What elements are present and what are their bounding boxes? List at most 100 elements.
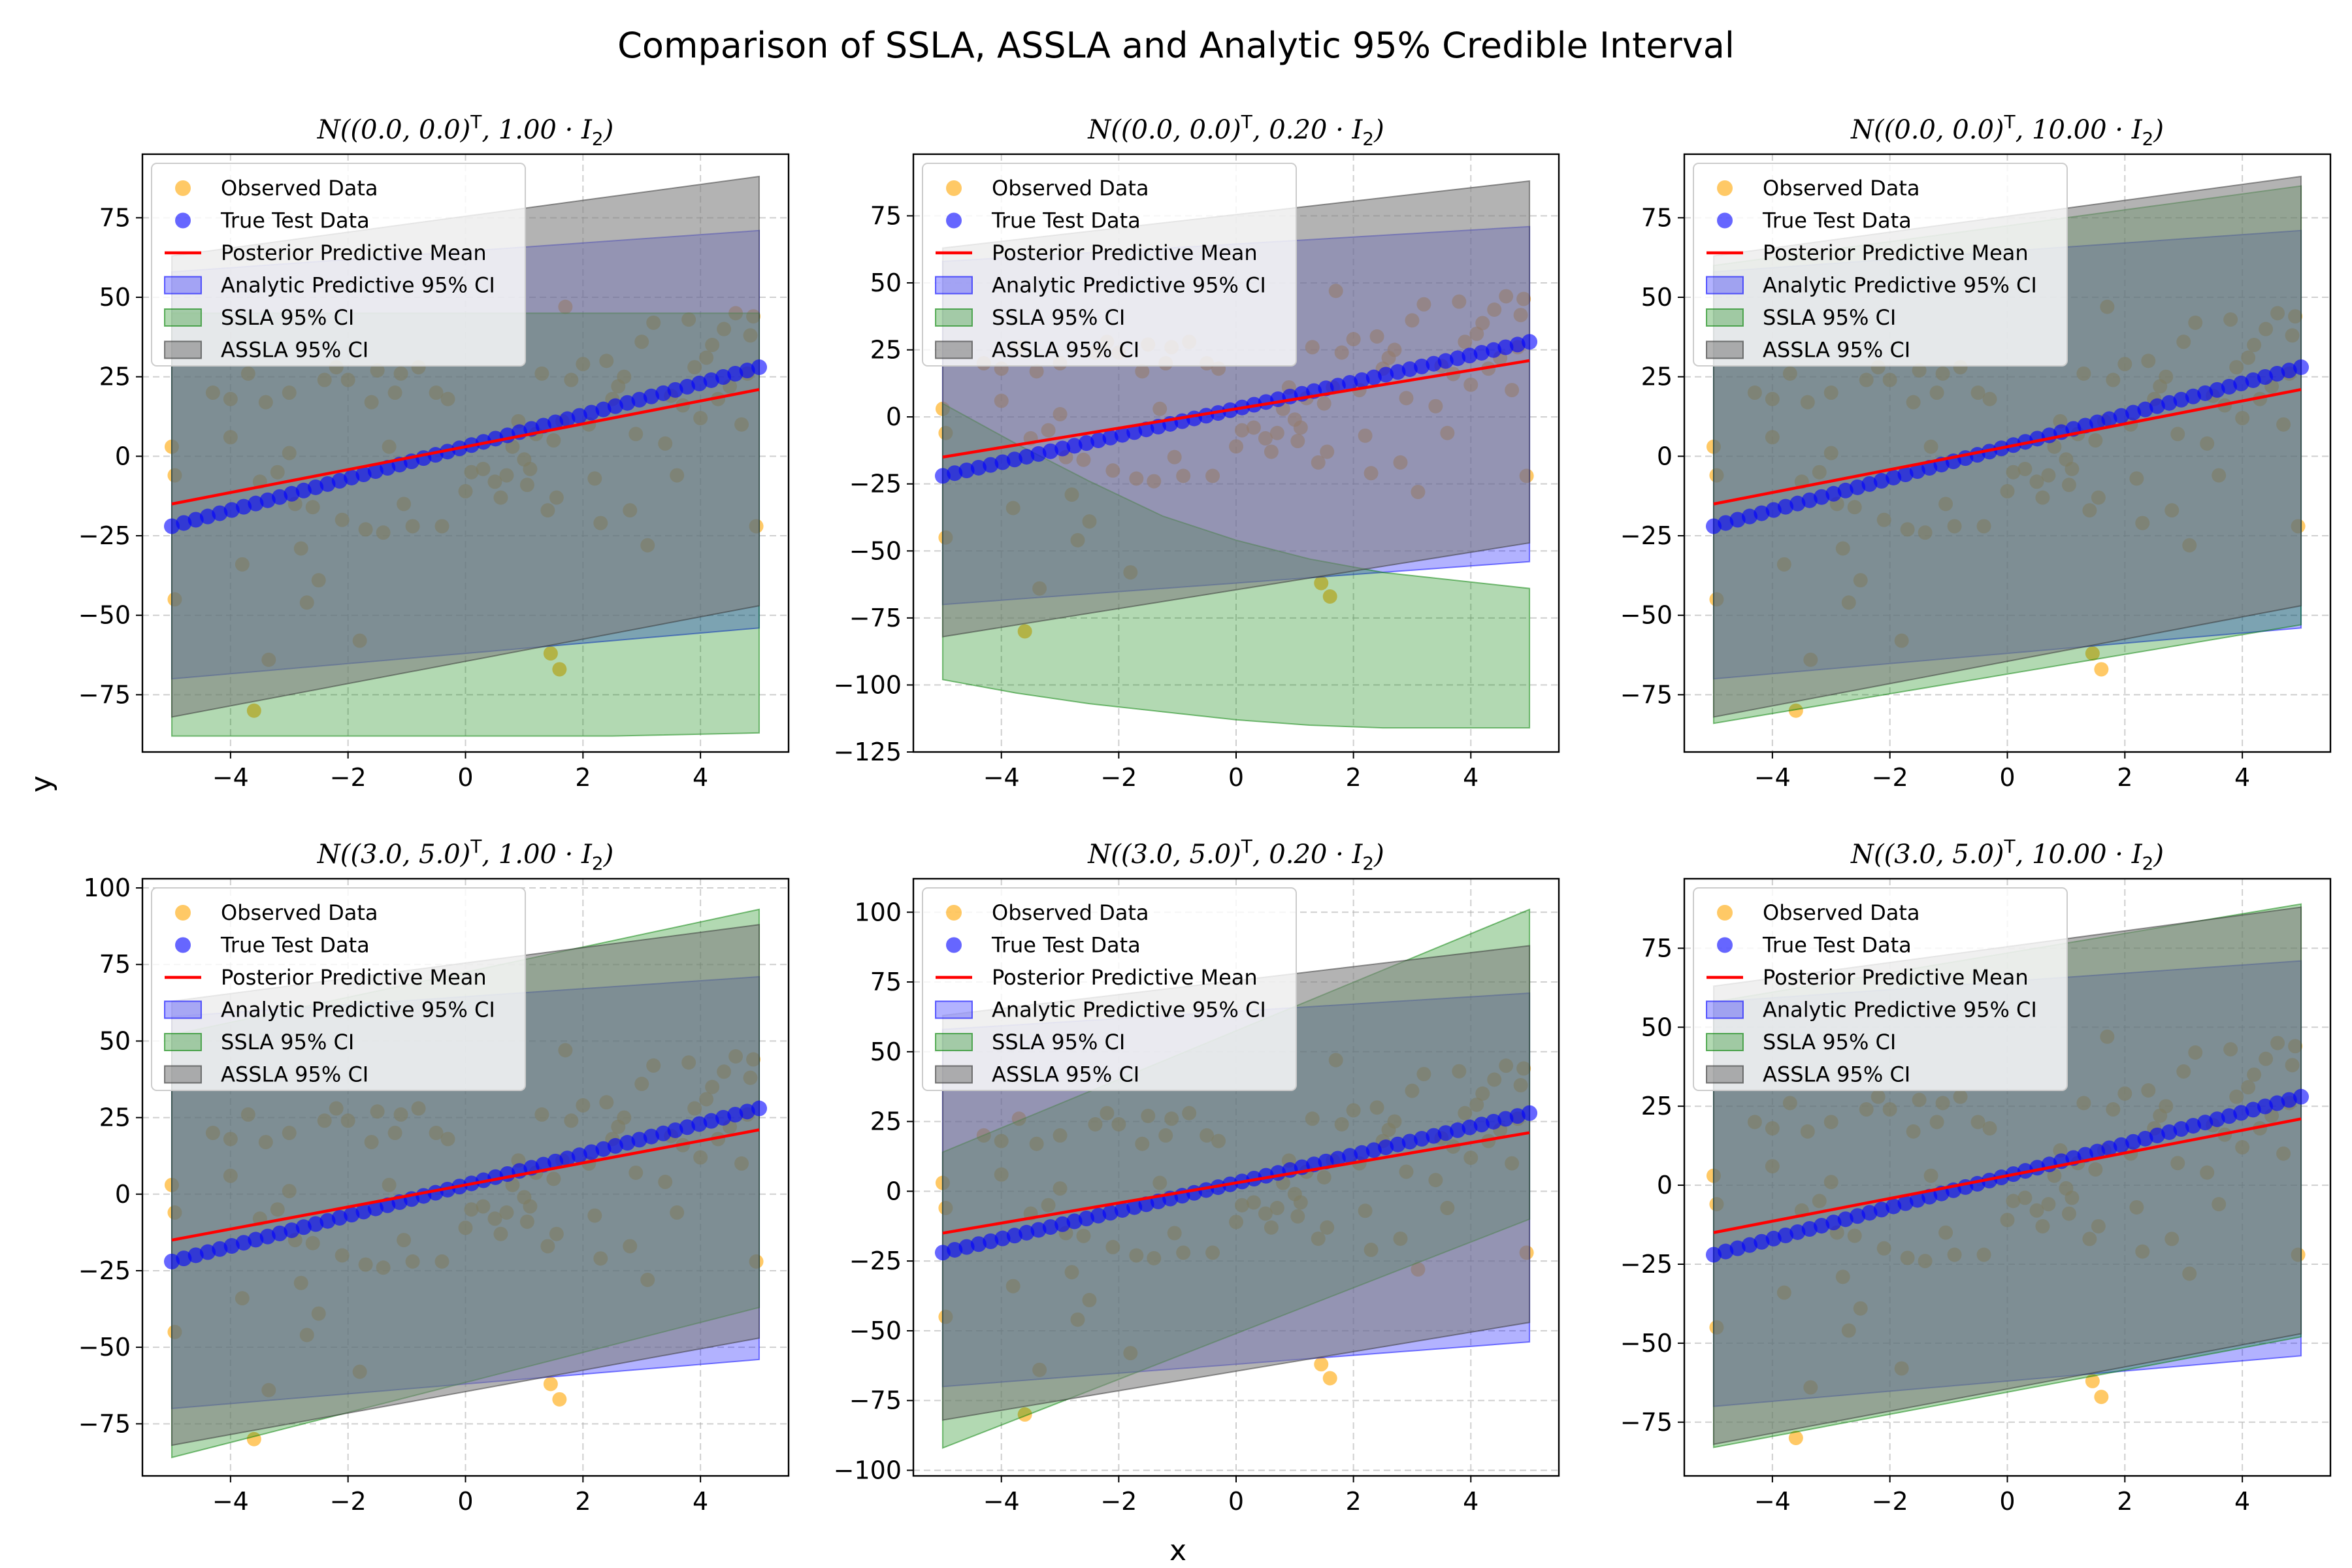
x-tick-label: 4: [2234, 1487, 2250, 1516]
true-test-point: [715, 1109, 731, 1126]
true-test-point: [547, 414, 564, 431]
observed-point: [1314, 576, 1329, 591]
true-test-point: [319, 476, 336, 492]
y-tick-label: 0: [115, 1180, 131, 1209]
true-test-point: [1729, 1240, 1746, 1256]
legend-marker: [946, 937, 962, 953]
true-test-point: [983, 457, 999, 473]
true-test-point: [1054, 1216, 1071, 1232]
true-test-point: [163, 1253, 180, 1269]
true-test-point: [715, 368, 731, 385]
posterior-mean-line: [171, 1128, 760, 1242]
observed-point: [2094, 1390, 2109, 1405]
true-test-point: [1006, 1228, 1022, 1244]
true-test-point: [284, 1222, 300, 1239]
true-test-point: [2257, 1098, 2273, 1115]
true-test-point: [1742, 508, 1758, 525]
true-test-point: [1861, 476, 1878, 492]
true-test-point: [284, 485, 300, 502]
true-test-point: [2233, 375, 2249, 391]
true-test-point: [236, 1235, 252, 1251]
legend-marker: [164, 276, 202, 295]
true-test-point: [1426, 355, 1442, 372]
x-tick-label: 2: [575, 1487, 591, 1516]
subplot-3: N((0.0, 0.0)T, 10.00 · I2)−4 −2 0 2 4−75−50−…: [1620, 111, 2332, 792]
true-test-point: [1873, 1201, 1889, 1218]
true-test-point: [355, 466, 372, 482]
y-tick-label: 75: [1641, 934, 1673, 962]
true-test-point: [2113, 408, 2129, 424]
true-test-point: [958, 1239, 975, 1255]
true-test-point: [970, 1236, 987, 1252]
true-test-point: [1066, 438, 1083, 454]
legend-label: Observed Data: [221, 176, 378, 201]
legend-marker: [164, 340, 202, 359]
true-test-point: [1437, 1125, 1454, 1141]
true-test-point: [559, 1151, 576, 1167]
true-test-point: [236, 498, 252, 515]
true-test-point: [583, 1144, 600, 1160]
y-tick-label: 0: [1657, 1171, 1673, 1200]
subplot-title: N((0.0, 0.0)T, 1.00 · I2): [317, 111, 613, 150]
legend-marker: [935, 308, 973, 327]
legend: Observed Data True Test Data Posterior Pre…: [922, 163, 1297, 367]
legend-marker: [1706, 1000, 1744, 1019]
x-tick-label: −4: [983, 763, 1020, 792]
legend-marker: [935, 1033, 973, 1051]
ticks: −4 −2 0 2 4 −125 −100 −75 −50 −25 0 25 50 75: [834, 201, 1479, 792]
y-tick-label: −75: [1620, 680, 1673, 709]
true-test-point: [200, 1244, 216, 1260]
observed-point: [2085, 1373, 2100, 1388]
subplot-title: N((3.0, 5.0)T, 1.00 · I2): [317, 836, 613, 874]
x-tick-label: 4: [693, 763, 708, 792]
true-test-point: [571, 408, 587, 424]
true-test-point: [1909, 1192, 1925, 1208]
true-test-point: [2125, 404, 2142, 421]
posterior-mean-line: [1713, 387, 2302, 506]
true-test-point: [1754, 1233, 1770, 1250]
true-test-point: [1486, 342, 1502, 358]
true-test-point: [1486, 1113, 1502, 1130]
true-test-data: [163, 359, 768, 534]
legend-marker: [164, 308, 202, 327]
true-test-point: [994, 454, 1011, 470]
true-test-point: [679, 1119, 695, 1135]
legend-label: Observed Data: [992, 176, 1149, 201]
true-test-point: [1042, 443, 1058, 459]
subplot-5: N((3.0, 5.0)T, 0.20 · I2)−4 −2 0 2 4−100−75−…: [834, 836, 1560, 1516]
legend: Observed Data True Test Data Posterior Pre…: [1693, 887, 2068, 1091]
legend-label: SSLA 95% CI: [221, 1030, 354, 1054]
x-tick-label: −2: [1872, 763, 1908, 792]
true-test-point: [1019, 1224, 1035, 1241]
posterior-mean-line: [942, 359, 1530, 459]
subplot-title: N((0.0, 0.0)T, 0.20 · I2): [1087, 111, 1384, 150]
true-test-point: [1414, 1130, 1430, 1147]
legend-label: Observed Data: [1763, 176, 1920, 201]
true-test-point: [308, 1216, 324, 1232]
true-test-point: [308, 479, 324, 495]
true-test-point: [1078, 1211, 1094, 1227]
true-test-point: [1778, 498, 1794, 515]
y-tick-label: 0: [115, 442, 131, 470]
true-test-point: [1401, 1134, 1418, 1150]
legend-label: True Test Data: [1762, 208, 1912, 233]
true-test-point: [1114, 427, 1130, 443]
true-test-point: [1330, 1151, 1346, 1167]
y-tick-label: 25: [870, 1107, 902, 1136]
x-tick-label: 2: [2117, 1487, 2132, 1516]
legend-marker: [175, 937, 191, 953]
true-test-point: [1509, 1108, 1526, 1124]
x-tick-label: −4: [1754, 763, 1791, 792]
legend-label: Analytic Predictive 95% CI: [1763, 273, 2037, 298]
true-test-point: [1789, 495, 1806, 512]
true-test-point: [607, 1137, 623, 1154]
x-tick-label: 2: [1346, 763, 1362, 792]
legend-label: Posterior Predictive Mean: [992, 965, 1258, 990]
x-tick-label: −2: [1100, 763, 1137, 792]
legend-marker: [1706, 276, 1744, 295]
true-test-point: [272, 1225, 288, 1241]
subplot-1: N((0.0, 0.0)T, 1.00 · I2) −4 −2 0 2 4 −75 −50 −2…: [78, 111, 790, 792]
legend-label: ASSLA 95% CI: [221, 338, 368, 363]
observed-point: [246, 703, 261, 718]
true-test-point: [1765, 502, 1782, 518]
